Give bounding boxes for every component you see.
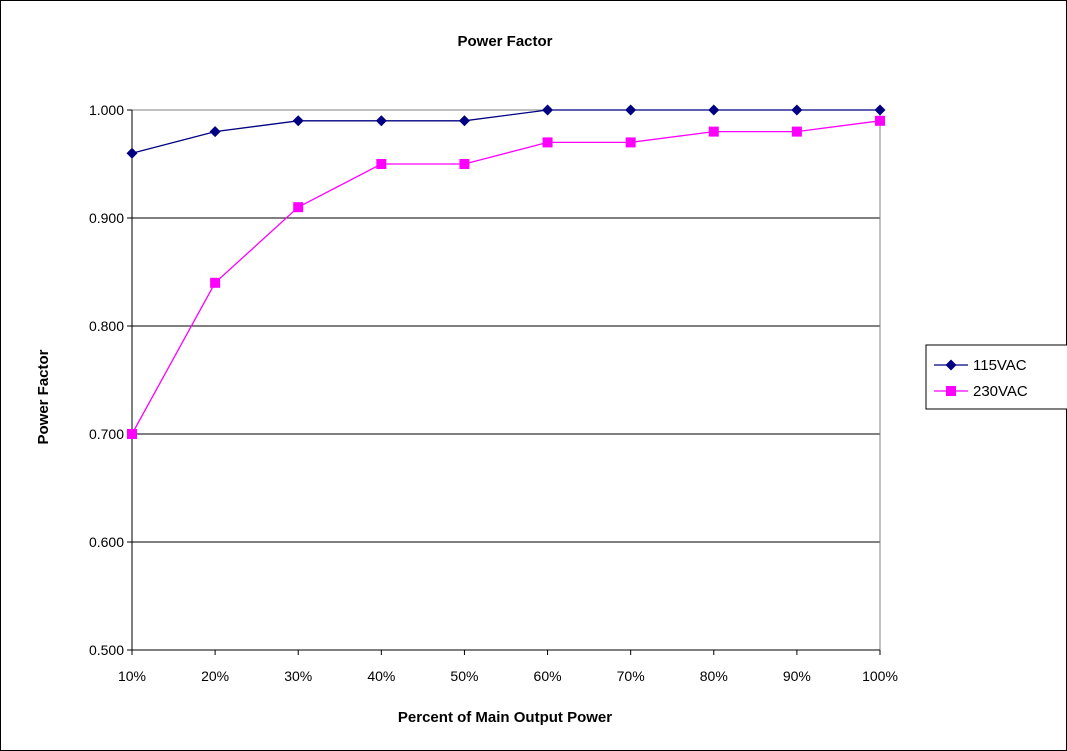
data-point-115vac bbox=[542, 104, 554, 116]
x-tick-label: 30% bbox=[284, 668, 312, 684]
series-line-230vac bbox=[131, 120, 881, 435]
x-tick-label: 70% bbox=[617, 668, 645, 684]
data-point-115vac bbox=[458, 115, 470, 127]
legend-item-230vac: 230VAC bbox=[934, 383, 1028, 400]
x-tick-label: 40% bbox=[367, 668, 395, 684]
data-point-115vac bbox=[209, 126, 221, 138]
legend-box bbox=[925, 344, 1067, 410]
data-point-115vac bbox=[126, 147, 138, 159]
y-tick-label: 0.800 bbox=[89, 318, 124, 334]
data-point-230vac bbox=[708, 126, 719, 137]
data-point-115vac bbox=[375, 115, 387, 127]
data-point-230vac bbox=[127, 429, 137, 439]
series-line-115vac bbox=[131, 109, 880, 154]
y-tick-label: 0.600 bbox=[89, 534, 124, 550]
x-tick-label: 50% bbox=[450, 668, 478, 684]
chart-title: Power Factor bbox=[457, 33, 552, 50]
legend-label-230vac: 230VAC bbox=[973, 383, 1028, 400]
y-tick-label: 0.900 bbox=[89, 210, 124, 226]
x-tick-label: 10% bbox=[118, 668, 146, 684]
data-point-115vac bbox=[708, 104, 720, 116]
x-tick-label: 80% bbox=[700, 668, 728, 684]
y-tick-label: 0.500 bbox=[89, 642, 124, 658]
legend-marker-115vac bbox=[945, 359, 957, 371]
data-point-230vac bbox=[542, 137, 553, 148]
legend-label-115vac: 115VAC bbox=[973, 357, 1027, 374]
data-point-115vac bbox=[625, 104, 637, 116]
data-point-230vac bbox=[459, 159, 470, 169]
y-axis-title: Power Factor bbox=[35, 349, 52, 444]
series-230vac bbox=[127, 115, 885, 439]
y-tick-label: 0.700 bbox=[89, 426, 124, 442]
data-point-230vac bbox=[875, 115, 885, 126]
data-point-115vac bbox=[791, 104, 803, 116]
series-115vac bbox=[126, 104, 886, 159]
x-tick-label: 20% bbox=[201, 668, 229, 684]
x-tick-label: 60% bbox=[534, 668, 562, 684]
data-point-230vac bbox=[625, 137, 636, 148]
x-tick-label: 90% bbox=[783, 668, 811, 684]
x-tick-label: 100% bbox=[862, 668, 898, 684]
x-axis-title: Percent of Main Output Power bbox=[398, 709, 612, 726]
series-group bbox=[126, 104, 886, 439]
data-point-230vac bbox=[293, 202, 304, 213]
axes: 0.500 0.600 0.700 0.800 0.900 1.000 10% 20% 30% 4… bbox=[89, 102, 898, 684]
gridlines bbox=[132, 109, 881, 650]
y-tick-label: 1.000 bbox=[89, 102, 124, 118]
legend-marker-230vac bbox=[946, 386, 956, 396]
data-point-230vac bbox=[210, 277, 221, 288]
data-point-115vac bbox=[874, 104, 886, 116]
data-point-115vac bbox=[292, 115, 304, 127]
data-point-230vac bbox=[376, 159, 387, 169]
legend-item-115vac: 115VAC bbox=[934, 357, 1027, 374]
legend: 115VAC 230VAC bbox=[925, 344, 1067, 410]
data-point-230vac bbox=[791, 126, 802, 137]
